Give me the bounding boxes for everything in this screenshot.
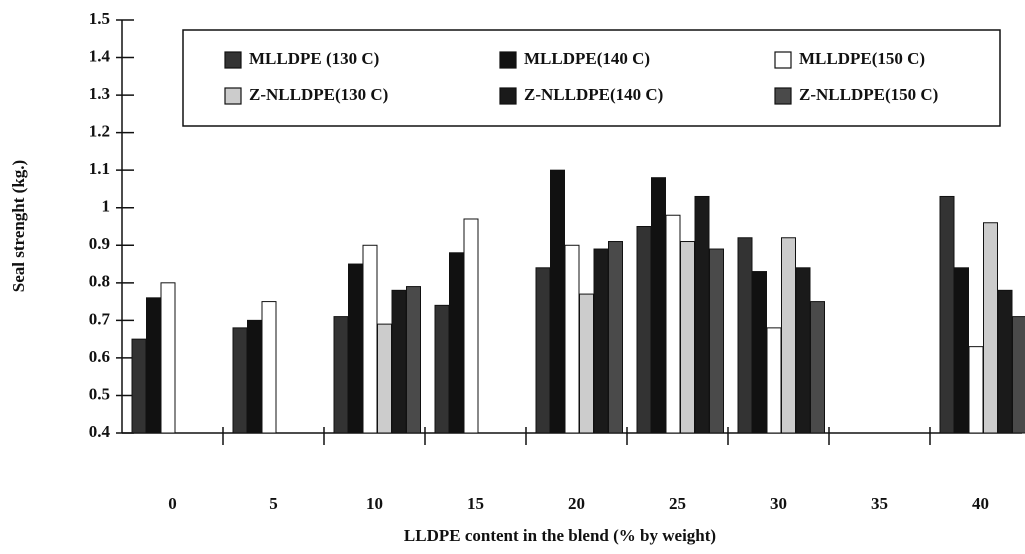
legend-swatch	[224, 87, 242, 105]
bar	[651, 177, 666, 434]
bar	[766, 327, 782, 434]
bar	[535, 267, 551, 434]
bar	[968, 346, 984, 434]
y-tick-label: 1.1	[89, 159, 110, 178]
legend-label: MLLDPE (130 C)	[249, 49, 379, 68]
x-tick-label: 20	[568, 494, 585, 513]
bar	[550, 169, 565, 434]
y-tick-label: 1	[102, 197, 111, 216]
x-tick-label: 15	[467, 494, 484, 513]
bar	[564, 244, 580, 434]
bar	[737, 237, 753, 434]
bar	[1012, 316, 1025, 434]
y-tick-label: 0.8	[89, 272, 110, 291]
y-tick-label: 0.6	[89, 347, 110, 366]
legend-label: Z-NLLDPE(130 C)	[249, 85, 388, 104]
bar	[593, 248, 609, 434]
bar	[449, 252, 464, 434]
y-tick-label: 1.4	[89, 46, 111, 65]
x-tick-label: 25	[669, 494, 686, 513]
x-tick-label: 5	[269, 494, 278, 513]
legend-swatch	[774, 51, 792, 69]
bar	[131, 338, 147, 434]
bar	[694, 195, 710, 434]
bar	[954, 267, 969, 434]
bar	[434, 304, 450, 434]
x-tick-label: 40	[972, 494, 989, 513]
legend-swatch	[224, 51, 242, 69]
bar	[680, 241, 695, 434]
legend-label: Z-NLLDPE(140 C)	[524, 85, 663, 104]
bar	[709, 248, 724, 434]
bar	[939, 195, 955, 434]
legend-label: MLLDPE(150 C)	[799, 49, 925, 68]
y-tick-label: 0.9	[89, 234, 110, 253]
x-axis-label: LLDPE content in the blend (% by weight)	[404, 526, 716, 545]
bar	[795, 267, 811, 434]
legend-swatch	[499, 51, 517, 69]
bar	[348, 263, 363, 434]
legend-swatch	[774, 87, 792, 105]
bar	[579, 293, 594, 434]
bar	[463, 218, 479, 434]
x-tick-label: 35	[871, 494, 888, 513]
bar	[983, 222, 998, 434]
bar	[608, 241, 623, 434]
y-tick-label: 1.3	[89, 84, 110, 103]
bar	[810, 301, 825, 434]
bar	[146, 297, 161, 434]
bar	[333, 316, 349, 434]
y-tick-label: 1.5	[89, 9, 110, 28]
bar	[752, 271, 767, 434]
y-tick-label: 0.7	[89, 309, 111, 328]
bar	[261, 301, 277, 434]
bar	[406, 286, 421, 434]
y-axis-label: Seal strenght (kg.)	[9, 160, 28, 292]
y-tick-label: 1.2	[89, 122, 110, 141]
bar	[362, 244, 378, 434]
legend-swatch	[499, 87, 517, 105]
legend-label: Z-NLLDPE(150 C)	[799, 85, 938, 104]
bar	[781, 237, 796, 434]
x-tick-label: 0	[168, 494, 177, 513]
x-tick-label: 10	[366, 494, 383, 513]
bar	[636, 226, 652, 434]
y-tick-label: 0.4	[89, 422, 111, 441]
x-tick-label: 30	[770, 494, 787, 513]
bar	[665, 214, 681, 434]
legend-box	[182, 29, 1001, 127]
bar	[997, 289, 1013, 434]
bar	[247, 319, 262, 434]
y-tick-label: 0.5	[89, 384, 110, 403]
bar	[160, 282, 176, 434]
bar	[377, 323, 392, 434]
bar	[391, 289, 407, 434]
legend-label: MLLDPE(140 C)	[524, 49, 650, 68]
bar	[232, 327, 248, 434]
